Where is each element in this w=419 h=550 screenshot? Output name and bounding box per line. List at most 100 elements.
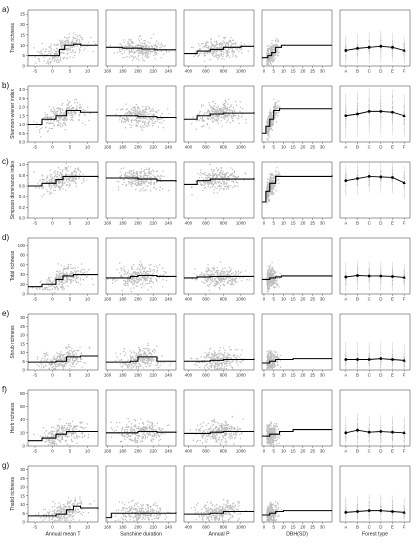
scatter-point: [38, 187, 41, 189]
scatter-point: [191, 194, 193, 196]
scatter-point: [144, 43, 147, 45]
scatter-point: [152, 109, 155, 112]
scatter-point: [153, 265, 156, 268]
scatter-point: [275, 54, 277, 56]
scatter-point: [194, 51, 196, 54]
scatter-point: [56, 176, 58, 178]
scatter-point: [137, 38, 140, 40]
scatter-point: [51, 59, 54, 61]
scatter-point: [269, 180, 272, 183]
scatter-point: [140, 113, 143, 116]
x-tick-label: 600: [202, 69, 210, 74]
scatter-point: [269, 280, 271, 283]
scatter-point: [153, 184, 156, 186]
scatter-point: [127, 120, 130, 123]
scatter-point: [152, 33, 155, 35]
scatter-point: [224, 272, 226, 274]
scatter-point: [270, 190, 272, 193]
scatter-point: [69, 184, 71, 186]
scatter-point: [215, 282, 217, 284]
scatter-point: [69, 101, 71, 103]
scatter-point: [274, 287, 276, 289]
scatter-point: [49, 53, 52, 55]
scatter-point: [48, 289, 50, 291]
scatter-point: [202, 189, 204, 192]
scatter-point: [271, 58, 274, 61]
scatter-point: [271, 181, 273, 183]
scatter-point: [62, 285, 64, 288]
scatter-point: [223, 271, 226, 273]
scatter-point: [235, 104, 238, 107]
scatter-point: [58, 107, 60, 110]
scatter-point: [62, 57, 64, 59]
scatter-point: [223, 184, 225, 186]
scatter-point: [84, 109, 86, 111]
panel-label: c): [2, 157, 9, 166]
panel-frame: [339, 9, 411, 67]
scatter-point: [130, 114, 133, 116]
scatter-point: [81, 268, 83, 271]
scatter-point: [143, 174, 145, 176]
scatter-point: [75, 113, 77, 115]
scatter-point: [147, 289, 149, 291]
forest-mean-point: [344, 49, 348, 52]
scatter-point: [139, 270, 141, 272]
scatter-point: [66, 281, 69, 283]
scatter-point: [277, 100, 280, 102]
scatter-point: [48, 50, 50, 52]
scatter-point: [135, 171, 138, 174]
scatter-point: [201, 117, 204, 119]
scatter-point: [145, 124, 147, 127]
scatter-point: [57, 117, 60, 119]
scatter-point: [159, 44, 161, 46]
scatter-points: [190, 35, 249, 62]
scatter-point: [219, 281, 222, 283]
scatter-point: [65, 37, 67, 39]
scatter-point: [158, 109, 160, 111]
scatter-point: [38, 59, 40, 61]
scatter-point: [153, 269, 155, 271]
panel-frame: [105, 9, 177, 67]
scatter-point: [160, 57, 162, 59]
scatter-point: [201, 126, 204, 128]
scatter-point: [270, 47, 273, 49]
scatter-point: [136, 179, 138, 181]
scatter-point: [113, 52, 116, 54]
scatter-point: [215, 167, 218, 169]
scatter-point: [57, 185, 59, 187]
scatter-point: [48, 186, 51, 188]
scatter-point: [79, 171, 81, 173]
scatter-point: [204, 181, 207, 183]
scatter-point: [220, 116, 222, 119]
scatter-point: [233, 50, 236, 53]
scatter-point: [232, 49, 234, 52]
scatter-point: [216, 115, 218, 118]
scatter-point: [218, 54, 221, 56]
scatter-point: [62, 188, 64, 190]
scatter-point: [41, 187, 43, 189]
scatter-point: [73, 55, 76, 57]
scatter-point: [119, 262, 121, 264]
x-tick-label: 30: [320, 145, 325, 150]
scatter-point: [126, 56, 128, 58]
scatter-point: [60, 52, 62, 54]
scatter-point: [148, 282, 151, 285]
scatter-point: [38, 52, 41, 54]
scatter-point: [140, 180, 143, 182]
scatter-point: [131, 124, 133, 127]
scatter-points: [111, 167, 170, 192]
scatter-point: [267, 123, 269, 126]
scatter-point: [239, 45, 241, 47]
scatter-point: [60, 126, 62, 128]
scatter-point: [124, 56, 126, 59]
forest-mean-point: [356, 46, 359, 50]
scatter-point: [133, 56, 135, 59]
scatter-point: [203, 124, 205, 127]
scatter-point: [154, 176, 156, 178]
scatter-point: [160, 115, 162, 117]
scatter-point: [220, 185, 222, 187]
scatter-point: [67, 37, 69, 39]
scatter-point: [78, 114, 81, 116]
scatter-point: [76, 35, 79, 38]
scatter-point: [270, 57, 272, 60]
